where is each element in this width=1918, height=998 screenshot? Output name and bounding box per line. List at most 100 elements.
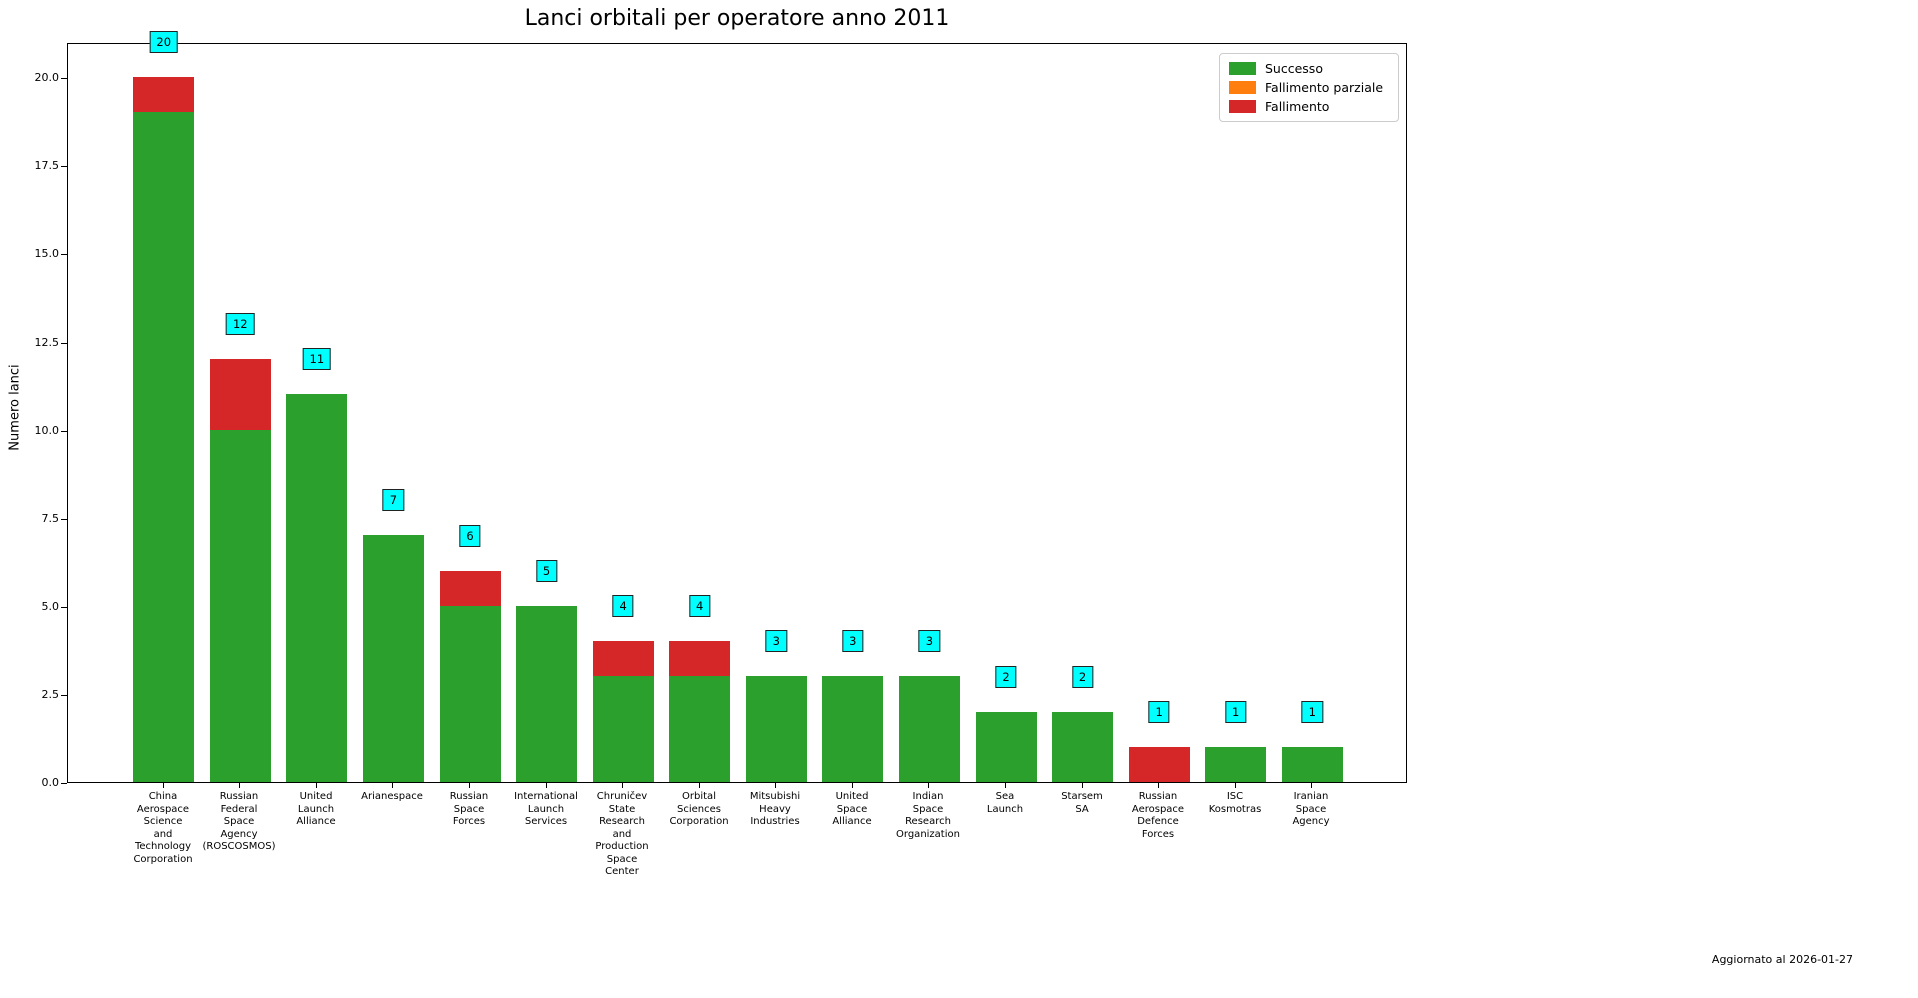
legend-swatch-fallimento-parziale-icon <box>1229 81 1256 94</box>
xtick-label: Russian Space Forces <box>449 791 489 827</box>
ytick-mark <box>61 78 67 80</box>
footer-updated-note: Aggiornato al 2026-01-27 <box>1711 953 1853 966</box>
bar-total-annotation: 3 <box>765 630 787 653</box>
ytick-mark <box>61 606 67 608</box>
bar-segment-fallimento <box>1129 746 1190 782</box>
bar-segment-successo <box>976 711 1037 782</box>
xtick-mark <box>239 783 240 788</box>
xtick-mark <box>469 783 470 788</box>
xtick-label: Iranian Space Agency <box>1292 791 1330 827</box>
xtick-label: United Launch Alliance <box>296 791 336 827</box>
xtick-label: Russian Aerospace Defence Forces <box>1131 791 1185 840</box>
chart-title: Lanci orbitali per operatore anno 2011 <box>524 6 950 31</box>
xtick-label: Starsem SA <box>1061 791 1103 815</box>
bar-segment-successo <box>1052 711 1113 782</box>
ytick-mark <box>61 342 67 344</box>
bar-total-annotation: 5 <box>535 559 558 582</box>
bar-total-annotation: 6 <box>459 524 481 547</box>
bar-segment-successo <box>899 676 960 782</box>
bar-segment-successo <box>210 429 271 782</box>
bar-segment-successo <box>440 605 501 782</box>
xtick-label: ISC Kosmotras <box>1208 791 1262 815</box>
bar-total-annotation: 3 <box>842 630 864 653</box>
xtick-mark <box>775 783 776 788</box>
xtick-label: Orbital Sciences Corporation <box>669 791 729 827</box>
bar-segment-successo <box>363 535 424 782</box>
bar-total-annotation: 3 <box>918 630 941 653</box>
bar-segment-fallimento <box>133 77 194 113</box>
bar-total-annotation: 1 <box>1148 700 1170 723</box>
xtick-label: United Space Alliance <box>832 791 872 827</box>
xtick-mark <box>392 783 393 788</box>
legend-swatch-fallimento-icon <box>1229 100 1256 113</box>
ytick-mark <box>61 254 67 256</box>
legend-row-fallimento: Fallimento <box>1229 99 1389 114</box>
xtick-mark <box>699 783 700 788</box>
legend-label-fallimento: Fallimento <box>1265 99 1330 114</box>
bar-segment-successo <box>1282 746 1343 782</box>
xtick-mark <box>163 783 164 788</box>
legend-label-successo: Successo <box>1265 61 1323 76</box>
legend-swatch-successo-icon <box>1229 62 1256 75</box>
ytick-label: 15.0 <box>34 247 60 261</box>
bar-segment-successo <box>286 394 347 782</box>
ytick-mark <box>61 430 67 432</box>
ytick-label: 0.0 <box>41 776 60 789</box>
bar-total-annotation: 7 <box>382 489 405 512</box>
bar-segment-successo <box>1205 746 1266 782</box>
bar-total-annotation: 1 <box>1225 700 1247 723</box>
bar-total-annotation: 20 <box>149 31 179 54</box>
ytick-label: 5.0 <box>41 599 60 613</box>
ytick-label: 2.5 <box>41 687 60 701</box>
bar-segment-successo <box>746 676 807 782</box>
bar-segment-successo <box>593 676 654 782</box>
xtick-label: China Aerospace Science and Technology Corpor… <box>133 791 193 865</box>
ytick-label: 20.0 <box>34 71 60 85</box>
xtick-label: Sea Launch <box>986 791 1024 815</box>
bar-segment-fallimento <box>210 359 271 430</box>
bar-total-annotation: 2 <box>995 665 1017 688</box>
bar-total-annotation: 4 <box>612 595 634 618</box>
bar-segment-successo <box>669 676 730 782</box>
bar-segment-successo <box>516 605 577 782</box>
ytick-mark <box>61 783 67 784</box>
xtick-mark <box>1005 783 1006 788</box>
bar-segment-fallimento <box>669 641 730 677</box>
xtick-label: International Launch Services <box>514 791 578 827</box>
xtick-label: Chruničev State Research and Production Space… <box>595 791 649 877</box>
bar-total-annotation: 1 <box>1301 700 1323 723</box>
ytick-label: 10.0 <box>34 423 60 437</box>
xtick-label: Russian Federal Space Agency (ROSCOSMOS) <box>202 791 276 852</box>
legend: Successo Fallimento parziale Fallimento <box>1219 53 1399 122</box>
ytick-mark <box>61 518 67 520</box>
ytick-mark <box>61 694 67 696</box>
plot-area: 20 12 11 7 6 5 4 4 3 3 3 2 2 1 1 1 <box>67 31 1407 783</box>
bar-segment-successo <box>133 112 194 782</box>
ytick-label: 7.5 <box>41 511 60 525</box>
ytick-mark <box>61 166 67 168</box>
ytick-label: 12.5 <box>34 335 60 349</box>
xtick-label: Indian Space Research Organization <box>896 791 960 840</box>
bar-total-annotation: 2 <box>1071 665 1094 688</box>
xtick-mark <box>316 783 317 788</box>
xtick-mark <box>1158 783 1159 788</box>
xtick-mark <box>1082 783 1083 788</box>
bar-segment-fallimento <box>440 570 501 606</box>
legend-label-fallimento-parziale: Fallimento parziale <box>1265 80 1384 95</box>
bar-total-annotation: 4 <box>689 595 711 618</box>
legend-row-successo: Successo <box>1229 61 1389 76</box>
xtick-label: Mitsubishi Heavy Industries <box>749 791 801 827</box>
bar-segment-fallimento <box>593 641 654 677</box>
ytick-label: 17.5 <box>34 159 60 173</box>
bar-total-annotation: 12 <box>225 313 255 336</box>
bar-segment-successo <box>822 676 883 782</box>
xtick-mark <box>1311 783 1312 788</box>
bar-total-annotation: 11 <box>302 348 332 371</box>
xtick-mark <box>928 783 929 788</box>
legend-row-fallimento-parziale: Fallimento parziale <box>1229 80 1389 95</box>
xtick-label: Arianespace <box>361 791 423 802</box>
xtick-mark <box>622 783 623 788</box>
xtick-mark <box>1235 783 1236 788</box>
xtick-mark <box>546 783 547 788</box>
